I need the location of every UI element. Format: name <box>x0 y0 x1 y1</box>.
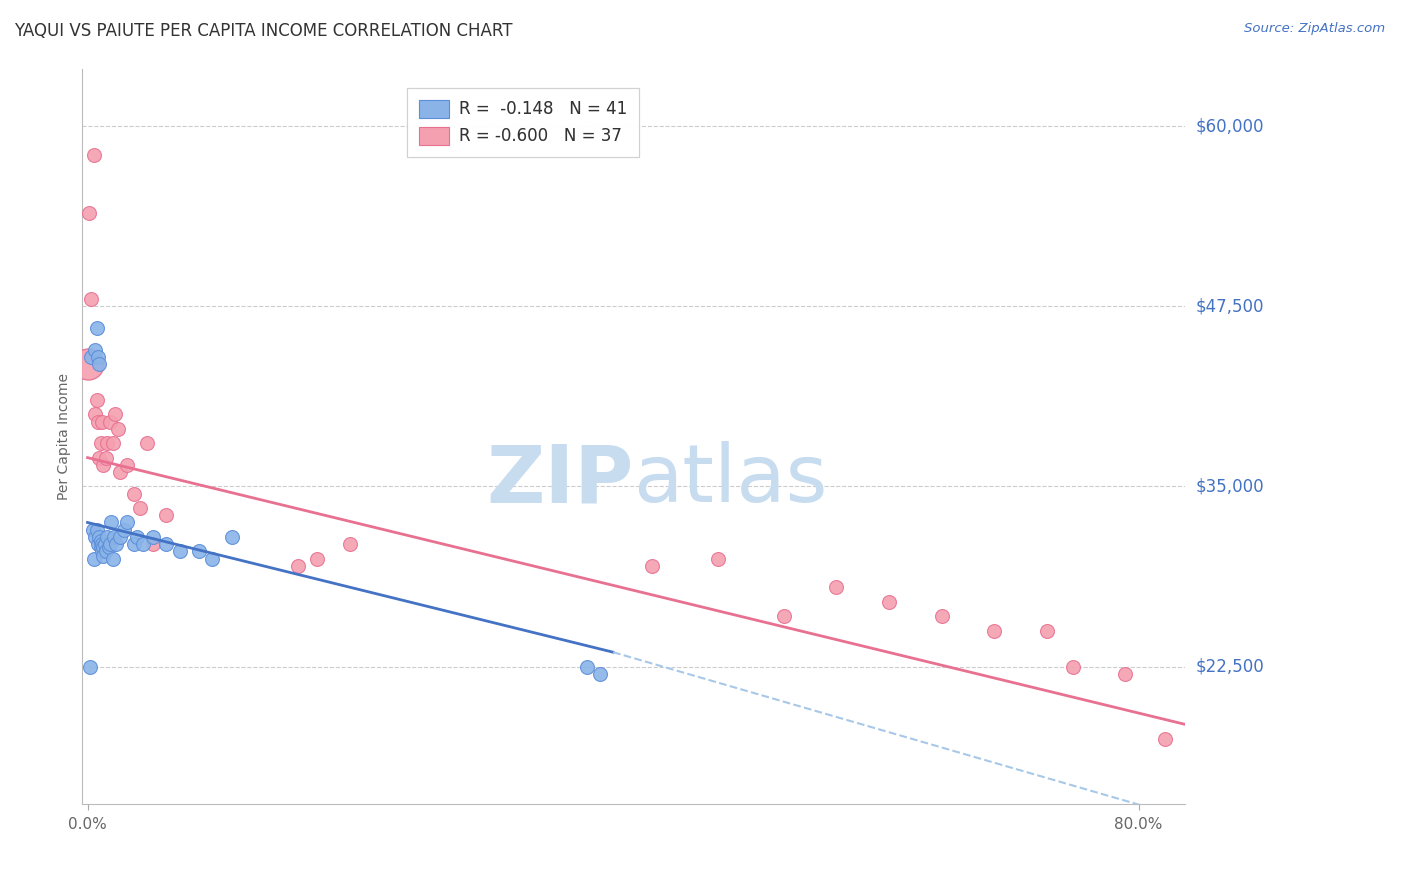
Point <box>83 551 105 566</box>
Point <box>90 540 112 554</box>
Point <box>122 537 145 551</box>
Legend: R =  -0.148   N = 41, R = -0.600   N = 37: R = -0.148 N = 41, R = -0.600 N = 37 <box>408 88 638 157</box>
Point <box>201 551 224 566</box>
Point <box>112 523 135 537</box>
Point <box>89 450 111 465</box>
Text: Source: ZipAtlas.com: Source: ZipAtlas.com <box>1244 22 1385 36</box>
Point <box>707 551 730 566</box>
Text: atlas: atlas <box>634 442 828 519</box>
Point <box>1035 624 1057 638</box>
Point <box>1154 731 1177 746</box>
Point <box>129 501 152 516</box>
Point <box>1114 666 1136 681</box>
Point <box>107 422 129 436</box>
Point <box>98 537 121 551</box>
Text: $60,000: $60,000 <box>1195 117 1264 136</box>
Point <box>127 530 149 544</box>
Point <box>91 458 114 472</box>
Point <box>101 436 124 450</box>
Point <box>90 436 112 450</box>
Point <box>110 465 132 479</box>
Point <box>94 450 117 465</box>
Point <box>96 436 118 450</box>
Point <box>97 540 120 554</box>
Point <box>825 580 848 594</box>
Point <box>91 415 114 429</box>
Point <box>86 321 108 335</box>
Point <box>641 558 664 573</box>
Point <box>115 458 138 472</box>
Point <box>96 530 118 544</box>
Point <box>115 516 138 530</box>
Point <box>155 537 177 551</box>
Point <box>76 357 98 371</box>
Point <box>110 530 132 544</box>
Point <box>87 350 110 364</box>
Point <box>104 408 127 422</box>
Text: $47,500: $47,500 <box>1195 297 1264 315</box>
Point <box>82 523 104 537</box>
Point <box>1062 659 1084 673</box>
Point <box>135 436 157 450</box>
Point <box>931 609 953 624</box>
Point <box>86 523 108 537</box>
Point <box>589 666 612 681</box>
Point <box>77 205 100 219</box>
Point <box>188 544 211 558</box>
Point <box>122 486 145 500</box>
Point <box>89 357 111 371</box>
Point <box>80 292 103 306</box>
Text: $22,500: $22,500 <box>1195 657 1264 675</box>
Point <box>79 659 101 673</box>
Point <box>83 148 105 162</box>
Point <box>86 392 108 407</box>
Point <box>84 343 107 357</box>
Point <box>93 537 115 551</box>
Point <box>84 408 107 422</box>
Point <box>94 544 117 558</box>
Point <box>132 537 155 551</box>
Point <box>91 549 114 563</box>
Point <box>91 540 114 554</box>
Point <box>91 544 114 558</box>
Point <box>877 595 900 609</box>
Point <box>575 659 598 673</box>
Point <box>101 551 124 566</box>
Point <box>98 415 121 429</box>
Point <box>103 530 125 544</box>
Point <box>90 534 112 549</box>
Point <box>169 544 191 558</box>
Point <box>142 530 165 544</box>
Y-axis label: Per Capita Income: Per Capita Income <box>58 373 72 500</box>
Point <box>87 415 110 429</box>
Point <box>983 624 1005 638</box>
Point <box>287 558 309 573</box>
Text: $35,000: $35,000 <box>1195 477 1264 495</box>
Point <box>87 537 110 551</box>
Point <box>84 530 107 544</box>
Point <box>100 516 122 530</box>
Point <box>307 551 329 566</box>
Point <box>221 530 243 544</box>
Point <box>142 537 165 551</box>
Point <box>339 537 361 551</box>
Point <box>773 609 796 624</box>
Point <box>80 350 103 364</box>
Point <box>89 530 111 544</box>
Point <box>155 508 177 523</box>
Point <box>91 537 114 551</box>
Text: ZIP: ZIP <box>486 442 634 519</box>
Text: YAQUI VS PAIUTE PER CAPITA INCOME CORRELATION CHART: YAQUI VS PAIUTE PER CAPITA INCOME CORREL… <box>14 22 513 40</box>
Point <box>105 537 128 551</box>
